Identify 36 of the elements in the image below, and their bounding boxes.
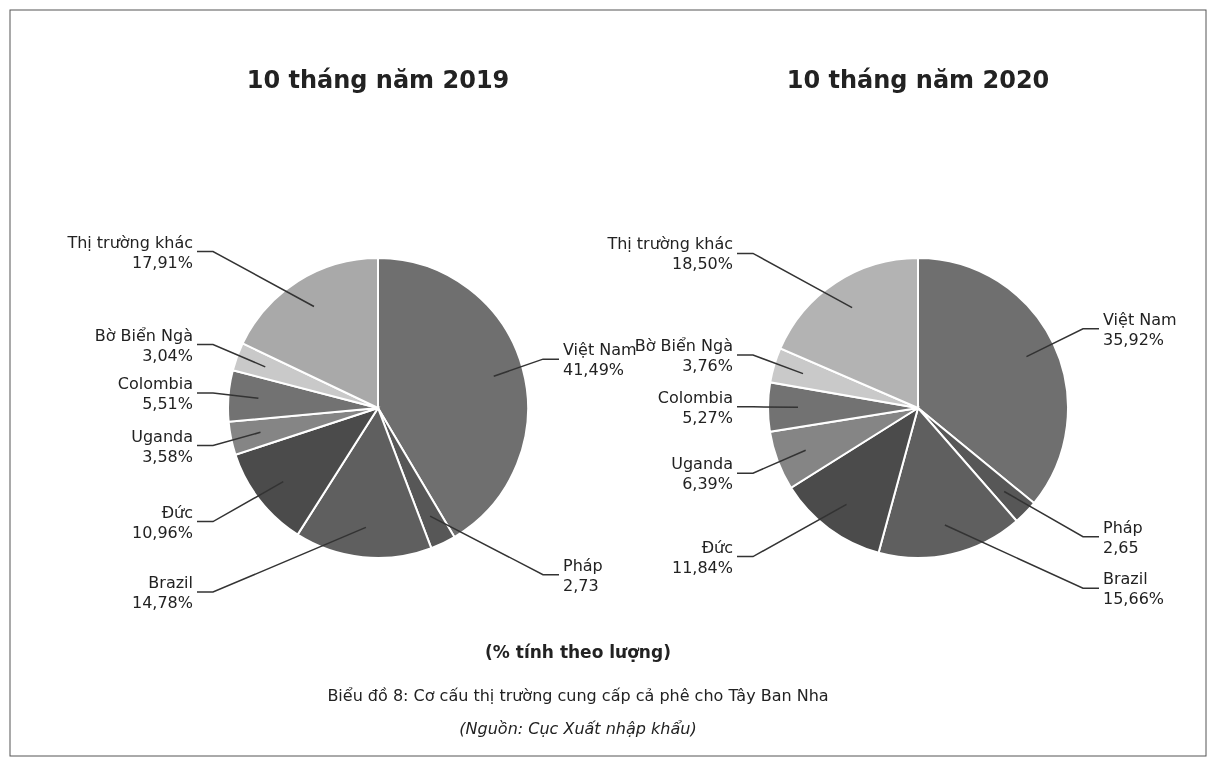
data-label: 14,78%	[131, 593, 193, 613]
data-label: 3,58%	[142, 446, 193, 466]
slice-label: Brazil	[148, 573, 193, 593]
slice-label: Bờ Biển Ngà	[94, 325, 193, 345]
data-label: 35,92%	[1103, 329, 1165, 349]
data-label: 5,27%	[682, 407, 733, 427]
slice-label: Việt Nam	[1103, 309, 1177, 329]
data-label: 10,96%	[131, 522, 193, 542]
text: (Nguồn: Cục Xuất nhập khẩu)	[459, 719, 697, 738]
slice-label: Colombia	[117, 373, 193, 393]
slice-label: Uganda	[131, 426, 193, 446]
slice-label: Thị trường khác	[606, 234, 733, 254]
data-label: 17,91%	[131, 252, 193, 272]
slice-label: Uganda	[671, 454, 733, 474]
data-label: 41,49%	[563, 360, 625, 380]
slice-label: Pháp	[563, 555, 603, 575]
text: (% tính theo lượng)	[485, 642, 671, 662]
data-label: 18,50%	[671, 254, 733, 274]
data-label: 15,66%	[1103, 589, 1165, 609]
slice-label: Đức	[701, 537, 733, 557]
data-label: 11,84%	[671, 557, 733, 577]
slice-label: Brazil	[1103, 569, 1148, 589]
text: Biểu đồ 8: Cơ cấu thị trường cung cấp cả phê cho Tây Ban Nha	[327, 686, 829, 705]
slice-label: Việt Nam	[563, 340, 637, 360]
slice-label: Thị trường khác	[66, 232, 193, 252]
chart-title: 10 tháng năm 2019	[246, 66, 510, 94]
data-label: 2,73	[563, 575, 599, 595]
chart-title: 10 tháng năm 2020	[786, 66, 1050, 94]
slice-label: Đức	[161, 502, 193, 522]
data-label: 3,04%	[142, 345, 193, 365]
slice-label: Pháp	[1103, 517, 1143, 537]
slice-label: Colombia	[657, 387, 733, 407]
data-label: 3,76%	[682, 356, 733, 376]
data-label: 5,51%	[142, 393, 193, 413]
data-label: 6,39%	[682, 474, 733, 494]
data-label: 2,65	[1103, 537, 1139, 557]
